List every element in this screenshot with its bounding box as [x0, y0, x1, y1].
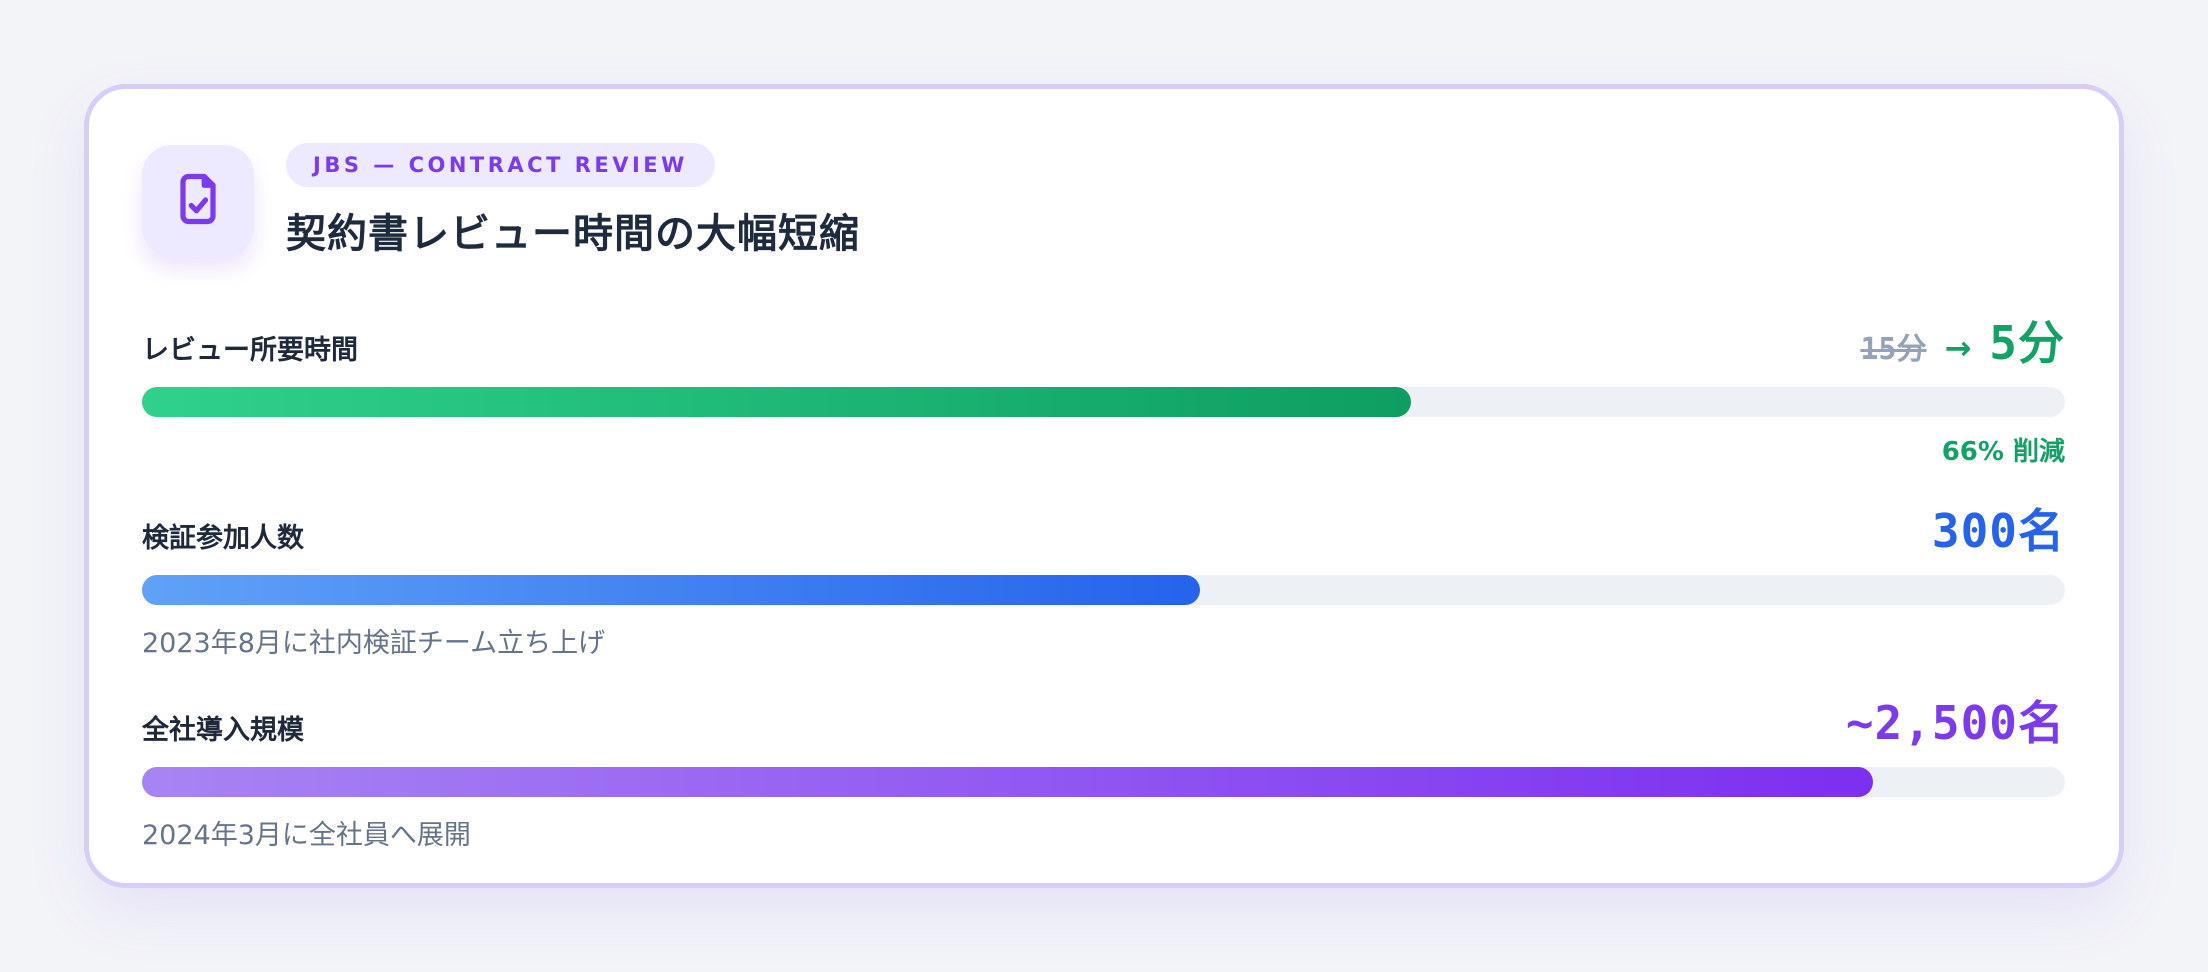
progress-track [142, 767, 2065, 797]
metrics-list: レビュー所要時間 15分 → 5分 66% 削減 検証参加人数 300名 202… [142, 307, 2065, 851]
progress-fill [142, 387, 1412, 417]
metric-review-time: レビュー所要時間 15分 → 5分 66% 削減 [142, 307, 2065, 467]
metric-value: ~2,500名 [1845, 696, 2065, 750]
metric-label: レビュー所要時間 [142, 335, 358, 366]
metric-participants: 検証参加人数 300名 2023年8月に社内検証チーム立ち上げ [142, 495, 2065, 659]
category-badge: JBS — CONTRACT REVIEW [286, 143, 715, 187]
progress-track [142, 575, 2065, 605]
metric-label: 検証参加人数 [142, 523, 304, 554]
card-header: JBS — CONTRACT REVIEW 契約書レビュー時間の大幅短縮 [142, 143, 2065, 259]
progress-track [142, 387, 2065, 417]
before-value: 15分 [1860, 332, 1927, 367]
card-title: 契約書レビュー時間の大幅短縮 [286, 211, 860, 257]
metric-caption: 2023年8月に社内検証チーム立ち上げ [142, 628, 606, 659]
metric-caption: 2024年3月に全社員へ展開 [142, 820, 471, 851]
progress-fill [142, 575, 1200, 605]
metric-head: レビュー所要時間 15分 → 5分 [142, 307, 2065, 370]
metric-note: 66% 削減 [1941, 437, 2065, 467]
metric-head: 検証参加人数 300名 [142, 495, 2065, 558]
progress-fill [142, 767, 1873, 797]
after-value: 5分 [1989, 316, 2065, 370]
metric-value-group: 15分 → 5分 [1860, 307, 2065, 373]
header-text: JBS — CONTRACT REVIEW 契約書レビュー時間の大幅短縮 [286, 143, 860, 259]
arrow-right-icon: → [1944, 329, 1972, 367]
icon-tile [142, 145, 254, 257]
metric-label: 全社導入規模 [142, 715, 304, 746]
document-check-icon [168, 169, 228, 233]
metric-rollout: 全社導入規模 ~2,500名 2024年3月に全社員へ展開 [142, 687, 2065, 851]
metric-value: 300名 [1931, 504, 2065, 558]
metric-head: 全社導入規模 ~2,500名 [142, 687, 2065, 750]
stat-card: JBS — CONTRACT REVIEW 契約書レビュー時間の大幅短縮 レビュ… [84, 84, 2124, 888]
